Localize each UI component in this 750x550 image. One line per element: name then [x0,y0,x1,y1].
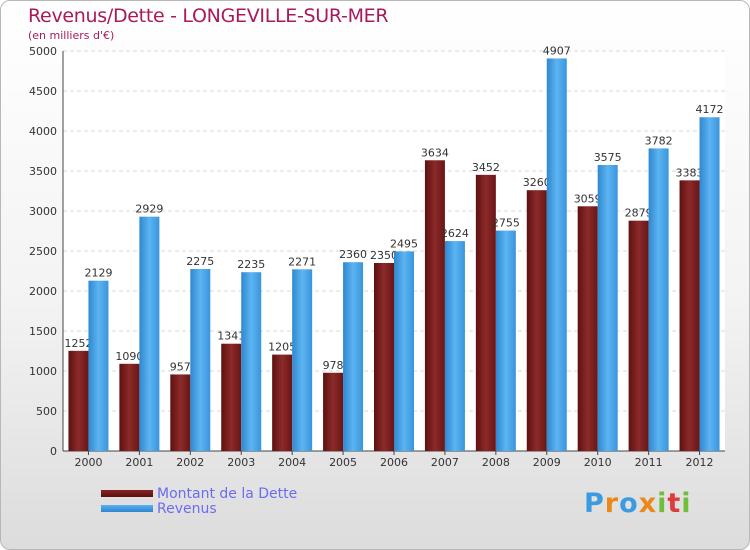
x-tick-label: 2011 [635,456,663,469]
data-label-revenus: 2360 [339,248,367,261]
bar-revenus [546,58,567,451]
y-tick-label: 4500 [29,85,57,98]
y-tick-label: 1500 [29,325,57,338]
chart-title: Revenus/Dette - LONGEVILLE-SUR-MER [28,5,389,27]
data-label-revenus: 2495 [390,237,418,250]
data-label-revenus: 2755 [492,217,520,230]
x-tick-label: 2008 [482,456,510,469]
y-tick-label: 3000 [29,205,57,218]
bar-dette [628,220,649,451]
data-label-dette: 1090 [115,350,143,363]
y-tick-label: 500 [36,405,57,418]
bar-dette [526,190,547,451]
data-label-dette: 1252 [64,337,92,350]
bar-dette [323,372,344,451]
logo-letter: x [638,488,658,519]
bar-dette [475,174,496,451]
logo-letter: i [681,488,692,519]
x-tick-label: 2001 [125,456,153,469]
x-tick-label: 2007 [431,456,459,469]
bar-dette [68,350,89,451]
data-label-dette: 2350 [370,249,398,262]
logo-letter: r [604,488,620,519]
bar-revenus [292,269,313,451]
bar-dette [221,343,242,451]
y-tick-label: 2500 [29,245,57,258]
data-label-revenus: 2624 [441,227,469,240]
logo-letter: P [584,488,605,519]
data-label-revenus: 4172 [696,103,724,116]
bar-revenus [444,241,465,451]
data-label-dette: 2879 [625,207,653,220]
legend-swatch-dette [101,490,153,497]
bar-dette [374,263,394,451]
y-tick-label: 4000 [29,125,57,138]
bar-revenus [343,262,364,451]
x-tick-label: 2004 [278,456,306,469]
legend-label-dette: Montant de la Dette [157,486,298,502]
x-tick-label: 2002 [176,456,204,469]
x-tick-label: 2000 [74,456,102,469]
bar-dette [424,160,445,451]
data-label-dette: 1205 [268,341,296,354]
x-tick-label: 2005 [329,456,357,469]
bar-revenus [139,216,160,451]
bar-dette [170,374,191,451]
x-tick-label: 2010 [584,456,612,469]
data-label-dette: 957 [170,360,191,373]
bar-dette [119,363,140,451]
x-tick-label: 2003 [227,456,255,469]
data-label-revenus: 3575 [594,151,622,164]
chart-subtitle: (en milliers d'€) [28,29,115,42]
y-tick-label: 1000 [29,365,57,378]
logo-letter: t [667,488,682,519]
data-label-revenus: 3782 [645,134,673,147]
bar-dette [272,354,293,451]
data-label-revenus: 2129 [84,267,112,280]
bar-revenus [241,272,262,451]
x-tick-label: 2009 [533,456,561,469]
data-label-dette: 3260 [523,176,551,189]
y-tick-label: 0 [50,445,57,458]
bar-revenus [648,148,669,451]
y-tick-label: 2000 [29,285,57,298]
data-label-revenus: 4907 [543,44,571,57]
bar-revenus [495,230,516,451]
bar-revenus [699,117,720,452]
data-label-dette: 3634 [421,146,449,159]
data-label-dette: 3383 [676,166,704,179]
bar-revenus [394,251,414,451]
proxiti-logo: Proxiti [584,488,692,519]
legend-swatch-revenus [101,505,153,512]
bar-dette [577,206,598,451]
bar-revenus [597,165,618,451]
x-tick-label: 2012 [686,456,714,469]
data-label-revenus: 2275 [186,255,214,268]
data-label-dette: 1341 [217,330,245,343]
bar-dette [679,180,700,452]
y-tick-label: 3500 [29,165,57,178]
logo-letter: o [619,488,639,519]
logo-letter: i [657,488,668,519]
x-tick-label: 2006 [380,456,408,469]
data-label-revenus: 2929 [135,203,163,216]
data-label-dette: 3452 [472,161,500,174]
legend-label-revenus: Revenus [157,501,217,517]
data-label-revenus: 2271 [288,255,316,268]
bar-revenus [190,269,211,451]
data-label-dette: 3059 [574,192,602,205]
data-label-dette: 978 [323,359,344,372]
data-label-revenus: 2235 [237,258,265,271]
y-tick-label: 5000 [29,45,57,58]
bar-revenus [88,280,109,451]
